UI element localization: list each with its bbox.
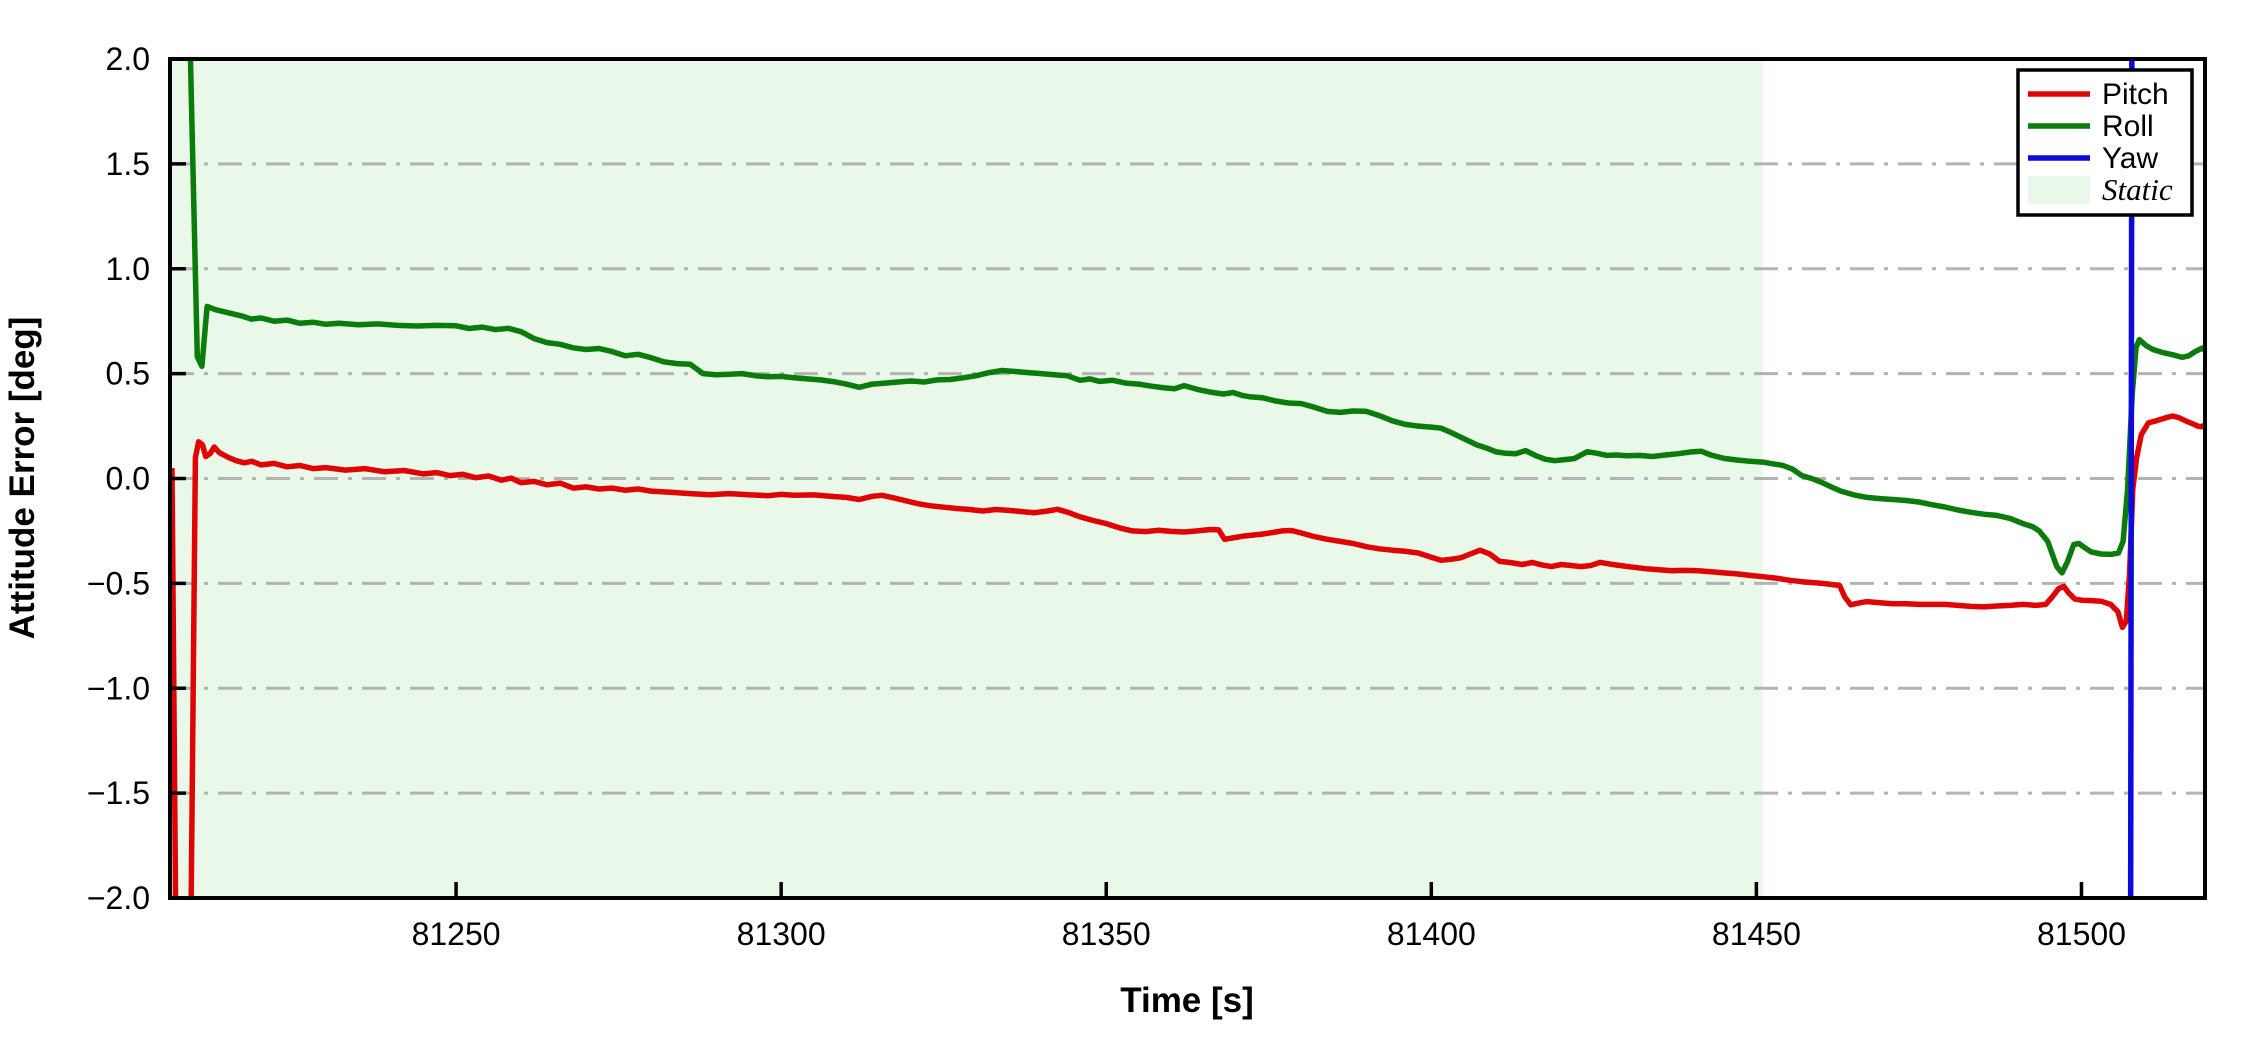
x-tick-label: 81300: [737, 916, 826, 952]
roll-line: [187, 59, 2205, 576]
x-tick-label: 81450: [1712, 916, 1801, 952]
x-tick-label: 81400: [1387, 916, 1476, 952]
static-region: [170, 59, 1763, 898]
y-tick-label: 2.0: [106, 41, 150, 77]
legend-label-yaw: Yaw: [2102, 142, 2158, 175]
y-tick-label: −1.0: [87, 670, 150, 706]
x-tick-label: 81250: [412, 916, 501, 952]
legend-label-roll: Roll: [2102, 110, 2154, 143]
y-tick-label: 1.5: [106, 146, 150, 182]
y-tick-label: 1.0: [106, 251, 150, 287]
x-tick-label: 81350: [1062, 916, 1151, 952]
y-tick-label: −0.5: [87, 565, 150, 601]
legend-label-static: Static: [2102, 172, 2173, 207]
y-tick-label: −1.5: [87, 775, 150, 811]
pitch-line: [170, 413, 2205, 898]
legend-label-pitch: Pitch: [2102, 78, 2169, 111]
y-tick-label: 0.5: [106, 356, 150, 392]
y-axis-label: Attitude Error [deg]: [3, 317, 42, 640]
y-tick-label: −2.0: [87, 880, 150, 916]
y-tick-label: 0.0: [106, 461, 150, 497]
x-tick-label: 81500: [2037, 916, 2126, 952]
x-axis-label: Time [s]: [1120, 981, 1254, 1020]
plot-area: 81250 81300 81350 81400 81450 81500 2.0 1.5 1.0 0…: [87, 41, 2207, 952]
legend-sample-static: [2028, 176, 2090, 204]
